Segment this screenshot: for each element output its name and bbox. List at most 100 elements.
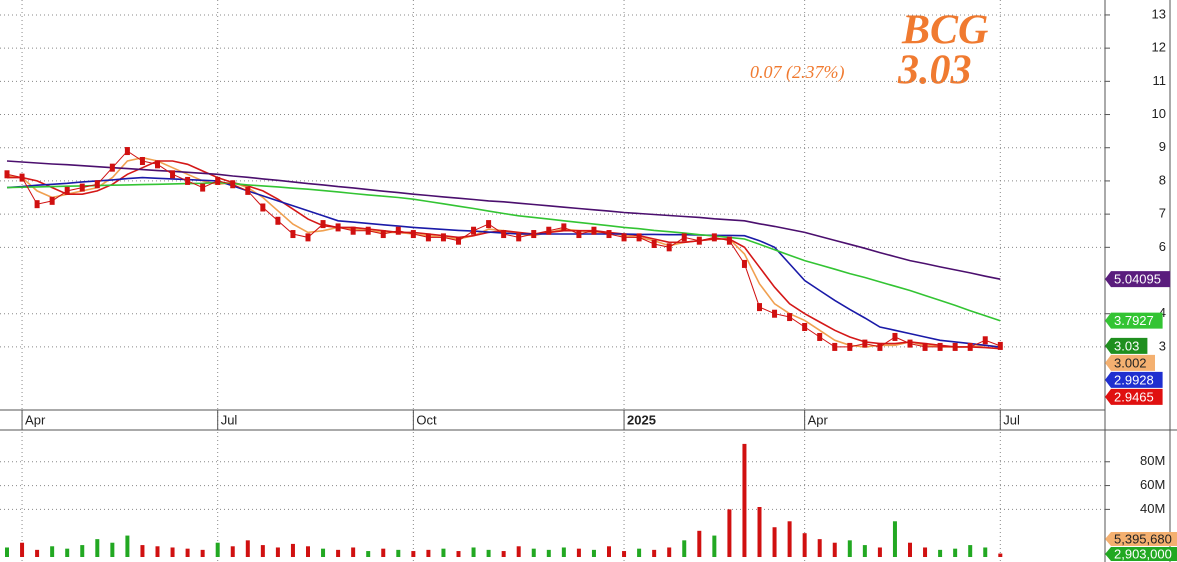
volume-bar bbox=[862, 545, 867, 557]
volume-bar bbox=[471, 547, 476, 557]
price-marker bbox=[1105, 312, 1163, 329]
volume-bar bbox=[245, 540, 250, 557]
x-tick-label: Apr bbox=[25, 412, 46, 427]
price-candle bbox=[335, 223, 341, 232]
price-candle bbox=[711, 233, 717, 242]
volume-bar bbox=[607, 546, 611, 557]
y-tick-label: 10 bbox=[1152, 106, 1166, 121]
y-tick-label: 60M bbox=[1140, 477, 1165, 492]
volume-bar bbox=[682, 540, 687, 557]
volume-bar bbox=[652, 549, 657, 557]
x-tick-label: Oct bbox=[416, 412, 437, 427]
volume-bar bbox=[697, 530, 702, 557]
price-candle bbox=[440, 233, 446, 242]
volume-bar bbox=[170, 547, 175, 557]
volume-bar bbox=[787, 521, 792, 557]
y-tick-label: 40M bbox=[1140, 501, 1165, 516]
volume-bar bbox=[877, 547, 882, 557]
volume-bar bbox=[411, 551, 416, 557]
price-candle bbox=[124, 147, 130, 156]
price-candle bbox=[155, 160, 160, 169]
price-candle bbox=[34, 200, 40, 209]
price-candle bbox=[456, 236, 461, 245]
price-marker bbox=[1105, 388, 1163, 405]
volume-bar bbox=[667, 547, 672, 557]
price-candle bbox=[802, 323, 808, 332]
price-candle bbox=[245, 186, 251, 195]
price-candle bbox=[952, 342, 958, 351]
price-candle bbox=[215, 176, 221, 185]
price-marker bbox=[1105, 547, 1177, 561]
price-candle bbox=[772, 309, 778, 318]
marker-label: 3.002 bbox=[1114, 355, 1147, 370]
price-candle bbox=[486, 220, 492, 229]
price-candle bbox=[847, 342, 853, 351]
price-candle bbox=[94, 180, 100, 189]
price-candle bbox=[290, 230, 296, 239]
y-tick-label: 3 bbox=[1159, 338, 1166, 353]
volume-bar bbox=[817, 539, 822, 557]
price-marker bbox=[1105, 354, 1155, 371]
marker-label: 2,903,000 bbox=[1114, 546, 1172, 561]
volume-bar bbox=[772, 527, 777, 557]
marker-label: 5.04095 bbox=[1114, 272, 1161, 287]
price-candle bbox=[967, 342, 973, 351]
price-change: 0.07 (2.37%) bbox=[750, 62, 844, 83]
price-candle bbox=[651, 240, 657, 249]
y-tick-label: 6 bbox=[1159, 239, 1166, 254]
price-marker bbox=[1105, 532, 1177, 546]
volume-bar bbox=[908, 542, 912, 557]
volume-bar bbox=[983, 547, 988, 557]
price-candle bbox=[19, 173, 25, 182]
volume-bar bbox=[757, 507, 762, 557]
volume-bar bbox=[306, 546, 310, 557]
volume-bar bbox=[832, 542, 837, 557]
y-tick-label: 11 bbox=[1153, 73, 1167, 88]
price-candle bbox=[892, 332, 898, 341]
volume-bar bbox=[125, 535, 130, 557]
price-candle bbox=[877, 342, 883, 351]
price-candle bbox=[606, 230, 612, 239]
volume-bar bbox=[591, 549, 596, 557]
y-tick-label: 12 bbox=[1152, 40, 1166, 55]
volume-bar bbox=[275, 547, 280, 557]
price-candle bbox=[696, 236, 702, 245]
marker-label: 2.9465 bbox=[1114, 389, 1154, 404]
volume-bar bbox=[65, 548, 70, 557]
moving-average-line bbox=[6, 181, 1001, 322]
price-candle bbox=[64, 186, 70, 195]
price-candle bbox=[350, 226, 356, 235]
volume-bar bbox=[712, 535, 717, 557]
price-candle bbox=[79, 183, 85, 192]
volume-bar bbox=[516, 546, 521, 557]
price-candle bbox=[922, 342, 928, 351]
x-tick-label: Jul bbox=[221, 412, 238, 427]
volume-bar bbox=[140, 545, 145, 557]
price-candle bbox=[546, 226, 552, 235]
last-price: 3.03 bbox=[897, 48, 972, 94]
price-candle bbox=[591, 226, 597, 235]
price-candle bbox=[787, 313, 793, 322]
marker-label: 3.7927 bbox=[1114, 313, 1154, 328]
price-candle bbox=[937, 342, 943, 351]
volume-bar bbox=[230, 546, 235, 557]
volume-bar bbox=[892, 521, 897, 557]
price-candle bbox=[621, 233, 627, 242]
price-candle bbox=[200, 183, 206, 192]
volume-bar bbox=[321, 548, 326, 557]
price-candle bbox=[757, 303, 762, 312]
volume-bar bbox=[95, 539, 100, 557]
x-tick-label: 2025 bbox=[627, 412, 656, 427]
volume-bar bbox=[351, 547, 356, 557]
price-candle bbox=[726, 236, 732, 245]
price-candle bbox=[516, 233, 522, 242]
price-candle bbox=[982, 336, 988, 345]
price-candle bbox=[907, 339, 913, 348]
x-tick-label: Jul bbox=[1003, 412, 1020, 427]
volume-bar bbox=[531, 548, 536, 557]
volume-bar bbox=[155, 546, 160, 557]
y-tick-label: 13 bbox=[1152, 6, 1166, 21]
marker-label: 2.9928 bbox=[1114, 372, 1154, 387]
